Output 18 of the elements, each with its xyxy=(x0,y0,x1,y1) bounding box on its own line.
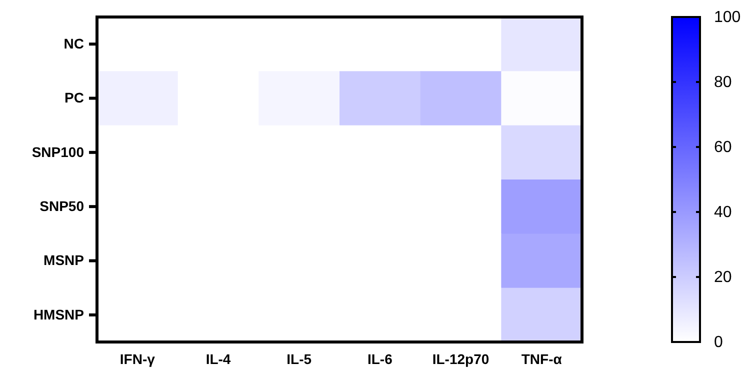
color-bar-label: 100 xyxy=(714,9,741,26)
y-tick-label: SNP50 xyxy=(40,198,84,214)
y-tick-label: PC xyxy=(64,90,84,106)
x-tick-label: IFN-γ xyxy=(120,350,156,367)
color-bar-label: 0 xyxy=(714,334,723,352)
x-tick-label: IL-6 xyxy=(367,350,393,367)
color-bar-label: 80 xyxy=(714,74,732,92)
y-tick-label: MSNP xyxy=(44,252,84,268)
color-bar-label: 60 xyxy=(714,139,732,156)
x-tick-label: IL-4 xyxy=(206,350,231,367)
x-tick-label: TNF-α xyxy=(521,350,562,367)
y-tick-label: SNP100 xyxy=(32,144,84,160)
x-tick-label: IL-12p70 xyxy=(432,350,490,367)
color-bar-label: 20 xyxy=(714,269,732,286)
color-bar-label: 40 xyxy=(714,204,732,222)
y-tick-label: HMSNP xyxy=(33,306,84,322)
x-tick-label: IL-5 xyxy=(286,350,312,367)
y-tick-label: NC xyxy=(64,36,84,52)
